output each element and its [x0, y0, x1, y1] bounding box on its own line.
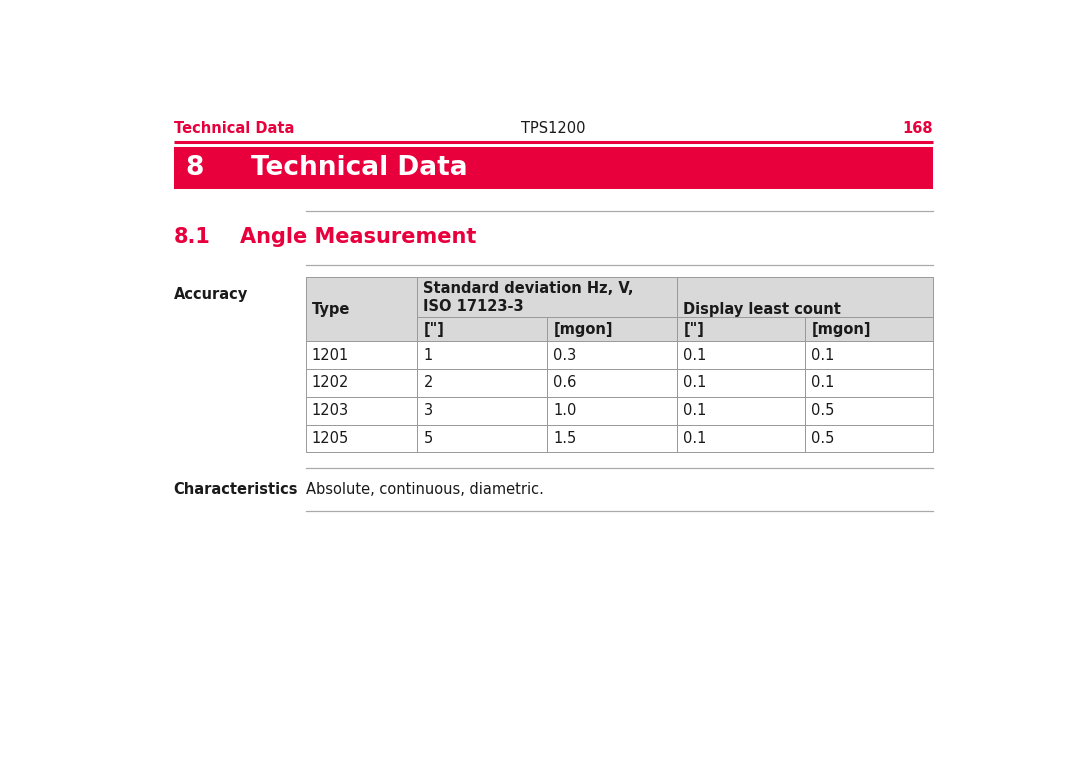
- FancyBboxPatch shape: [417, 342, 548, 369]
- FancyBboxPatch shape: [548, 369, 677, 397]
- Text: 8.1: 8.1: [174, 227, 211, 247]
- FancyBboxPatch shape: [806, 317, 933, 342]
- Text: 3: 3: [423, 403, 433, 418]
- Text: 1.0: 1.0: [553, 403, 577, 418]
- Text: 0.1: 0.1: [684, 375, 706, 391]
- Text: 8: 8: [186, 155, 204, 181]
- Text: Technical Data: Technical Data: [174, 121, 294, 136]
- FancyBboxPatch shape: [306, 277, 417, 342]
- Text: 1205: 1205: [312, 431, 349, 446]
- Text: 0.1: 0.1: [811, 348, 835, 363]
- Text: Standard deviation Hz, V,
ISO 17123-3: Standard deviation Hz, V, ISO 17123-3: [423, 281, 634, 314]
- FancyBboxPatch shape: [548, 317, 677, 342]
- FancyBboxPatch shape: [806, 369, 933, 397]
- Text: ["]: ["]: [684, 322, 704, 336]
- Text: TPS1200: TPS1200: [522, 121, 585, 136]
- FancyBboxPatch shape: [417, 317, 548, 342]
- Text: 0.1: 0.1: [684, 348, 706, 363]
- FancyBboxPatch shape: [417, 369, 548, 397]
- FancyBboxPatch shape: [806, 342, 933, 369]
- FancyBboxPatch shape: [306, 342, 417, 369]
- FancyBboxPatch shape: [548, 424, 677, 452]
- FancyBboxPatch shape: [306, 424, 417, 452]
- Text: 0.5: 0.5: [811, 403, 835, 418]
- Text: Angle Measurement: Angle Measurement: [240, 227, 476, 247]
- FancyBboxPatch shape: [548, 397, 677, 424]
- Text: 0.5: 0.5: [811, 431, 835, 446]
- Text: 168: 168: [903, 121, 933, 136]
- Text: Absolute, continuous, diametric.: Absolute, continuous, diametric.: [306, 482, 543, 496]
- FancyBboxPatch shape: [417, 277, 677, 317]
- Text: 1201: 1201: [312, 348, 349, 363]
- FancyBboxPatch shape: [417, 424, 548, 452]
- Text: 2: 2: [423, 375, 433, 391]
- FancyBboxPatch shape: [677, 424, 806, 452]
- FancyBboxPatch shape: [174, 147, 933, 189]
- Text: 1203: 1203: [312, 403, 349, 418]
- FancyBboxPatch shape: [417, 397, 548, 424]
- Text: Type: Type: [312, 302, 350, 316]
- Text: 5: 5: [423, 431, 433, 446]
- FancyBboxPatch shape: [548, 342, 677, 369]
- Text: 1: 1: [423, 348, 433, 363]
- Text: Technical Data: Technical Data: [252, 155, 468, 181]
- Text: [mgon]: [mgon]: [811, 322, 870, 336]
- FancyBboxPatch shape: [677, 342, 806, 369]
- FancyBboxPatch shape: [306, 397, 417, 424]
- Text: [mgon]: [mgon]: [553, 322, 612, 336]
- Text: Accuracy: Accuracy: [174, 287, 248, 302]
- Text: 0.6: 0.6: [553, 375, 577, 391]
- FancyBboxPatch shape: [677, 397, 806, 424]
- Text: 1202: 1202: [312, 375, 349, 391]
- Text: 0.1: 0.1: [684, 431, 706, 446]
- FancyBboxPatch shape: [806, 424, 933, 452]
- FancyBboxPatch shape: [677, 277, 933, 342]
- Text: 0.3: 0.3: [553, 348, 577, 363]
- Text: Display least count: Display least count: [684, 302, 841, 316]
- Text: 1.5: 1.5: [553, 431, 577, 446]
- FancyBboxPatch shape: [806, 397, 933, 424]
- FancyBboxPatch shape: [677, 369, 806, 397]
- Text: ["]: ["]: [423, 322, 444, 336]
- Text: 0.1: 0.1: [811, 375, 835, 391]
- Text: 0.1: 0.1: [684, 403, 706, 418]
- FancyBboxPatch shape: [306, 369, 417, 397]
- Text: Characteristics: Characteristics: [174, 482, 298, 496]
- FancyBboxPatch shape: [677, 317, 806, 342]
